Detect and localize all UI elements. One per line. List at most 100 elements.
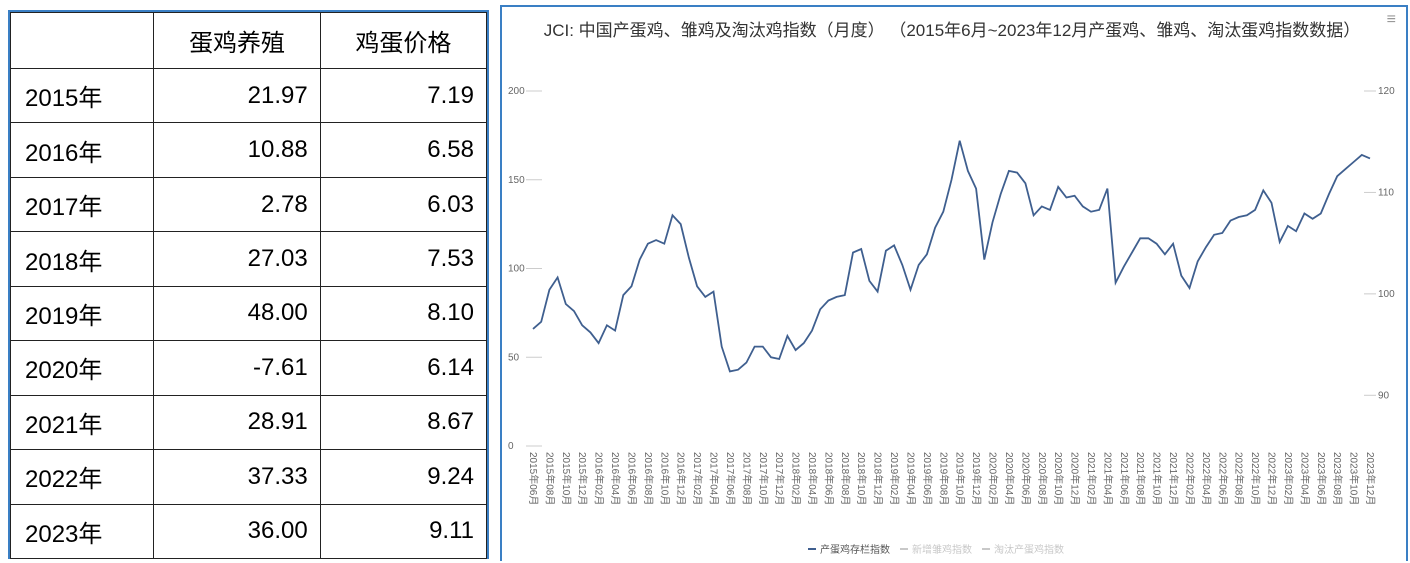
table-cell: 6.58 <box>319 122 488 178</box>
x-tick-label: 2016年12月 <box>675 452 688 505</box>
x-tick-label: 2018年12月 <box>872 452 885 505</box>
row-label: 2021年 <box>9 394 155 451</box>
table-row: 2022年 37.33 9.24 <box>9 449 488 505</box>
row-label: 2018年 <box>9 231 155 287</box>
table-cell: 9.24 <box>319 449 488 505</box>
table-cell: 8.10 <box>319 285 488 342</box>
x-tick-label: 2020年04月 <box>1003 452 1016 505</box>
table-row: 2020年 -7.61 6.14 <box>9 340 488 396</box>
table-row: 2021年 28.91 8.67 <box>9 394 488 451</box>
x-tick-label: 2021年12月 <box>1167 452 1180 505</box>
table-row: 2016年 10.88 6.58 <box>9 122 488 178</box>
legend-label: 淘汰产蛋鸡指数 <box>994 543 1064 556</box>
y-tick-label: 0 <box>508 441 514 452</box>
legend-label: 产蛋鸡存栏指数 <box>820 543 890 556</box>
x-tick-label: 2020年08月 <box>1036 452 1049 505</box>
y-tick-label: 100 <box>508 264 525 275</box>
table-row: 2023年 36.00 9.11 <box>9 503 488 559</box>
x-tick-label: 2023年12月 <box>1364 452 1377 505</box>
x-tick-label: 2022年06月 <box>1216 452 1229 505</box>
row-label: 2017年 <box>9 176 155 233</box>
header-cell <box>9 12 155 69</box>
x-tick-label: 2022年08月 <box>1233 452 1246 505</box>
x-tick-label: 2015年08月 <box>543 452 556 505</box>
x-tick-label: 2021年10月 <box>1151 452 1164 505</box>
x-tick-label: 2017年02月 <box>691 452 704 505</box>
table-cell: 6.14 <box>319 340 488 396</box>
row-label: 2022年 <box>9 449 155 505</box>
table-row: 2017年 2.78 6.03 <box>9 176 488 233</box>
y-tick-label: 150 <box>508 175 525 186</box>
x-tick-label: 2018年02月 <box>790 452 803 505</box>
x-tick-label: 2018年10月 <box>855 452 868 505</box>
y-tick-label: 200 <box>508 86 525 97</box>
row-label: 2015年 <box>9 67 155 124</box>
table-cell: 7.53 <box>319 231 488 287</box>
x-tick-label: 2019年08月 <box>937 452 950 505</box>
row-label: 2019年 <box>9 285 155 342</box>
x-tick-label: 2021年04月 <box>1101 452 1114 505</box>
x-tick-label: 2023年10月 <box>1348 452 1361 505</box>
table-row: 2018年 27.03 7.53 <box>9 231 488 287</box>
table-cell: 9.11 <box>319 503 488 559</box>
y2-tick-label: 120 <box>1378 86 1395 97</box>
x-tick-label: 2017年08月 <box>740 452 753 505</box>
x-tick-label: 2023年02月 <box>1282 452 1295 505</box>
x-tick-label: 2021年08月 <box>1134 452 1147 505</box>
legend-label: 新增雏鸡指数 <box>912 543 972 556</box>
x-tick-label: 2022年04月 <box>1200 452 1213 505</box>
table-cell: 8.67 <box>319 394 488 451</box>
table-cell: 28.91 <box>153 394 321 451</box>
table-cell: 10.88 <box>153 122 321 178</box>
menu-icon[interactable]: ≡ <box>1386 11 1396 28</box>
x-tick-label: 2016年06月 <box>625 452 638 505</box>
x-tick-label: 2022年02月 <box>1183 452 1196 505</box>
x-tick-label: 2017年04月 <box>708 452 721 505</box>
x-tick-label: 2021年02月 <box>1085 452 1098 505</box>
y2-tick-label: 110 <box>1378 187 1394 198</box>
table-cell: 21.97 <box>153 67 321 124</box>
x-tick-label: 2015年10月 <box>560 452 573 505</box>
x-tick-label: 2020年10月 <box>1052 452 1065 505</box>
table: 蛋鸡养殖 鸡蛋价格 2015年 21.97 7.19 2016年 10.88 6.58 201… <box>9 12 488 559</box>
x-tick-label: 2018年04月 <box>806 452 819 505</box>
row-label: 2023年 <box>9 503 155 559</box>
header-cell: 蛋鸡养殖 <box>153 12 321 69</box>
x-tick-label: 2018年06月 <box>822 452 835 505</box>
header-row: 蛋鸡养殖 鸡蛋价格 <box>9 12 488 69</box>
row-label: 2020年 <box>9 340 155 396</box>
y2-tick-label: 90 <box>1378 390 1390 401</box>
table-cell: 27.03 <box>153 231 321 287</box>
table-row: 2019年 48.00 8.10 <box>9 285 488 342</box>
x-tick-label: 2016年08月 <box>642 452 655 505</box>
x-tick-label: 2017年10月 <box>757 452 770 505</box>
table-panel: 蛋鸡养殖 鸡蛋价格 2015年 21.97 7.19 2016年 10.88 6.58 201… <box>8 10 489 559</box>
y-tick-label: 50 <box>508 352 520 363</box>
x-tick-label: 2016年10月 <box>658 452 671 505</box>
table-cell: 48.00 <box>153 285 321 342</box>
table-body: 蛋鸡养殖 鸡蛋价格 2015年 21.97 7.19 2016年 10.88 6.58 201… <box>9 12 488 559</box>
x-tick-label: 2021年06月 <box>1118 452 1131 505</box>
table-cell: 37.33 <box>153 449 321 505</box>
x-tick-label: 2020年02月 <box>987 452 1000 505</box>
x-tick-label: 2022年12月 <box>1266 452 1279 505</box>
line <box>532 140 1371 373</box>
x-tick-label: 2019年04月 <box>904 452 917 505</box>
chart: 0 50 100 150 200 90 100 110 120 2015年06月 2015年08月 2… <box>508 86 1395 556</box>
x-tick-label: 2020年12月 <box>1069 452 1082 505</box>
x-tick-label: 2023年08月 <box>1331 452 1344 505</box>
x-tick-label: 2023年04月 <box>1298 452 1311 505</box>
chart-panel: JCI: 中国产蛋鸡、雏鸡及淘汰鸡指数（月度） （2015年6月~2023年12… <box>500 5 1408 561</box>
chart-title: JCI: 中国产蛋鸡、雏鸡及淘汰鸡指数（月度） （2015年6月~2023年12… <box>543 21 1361 40</box>
x-tick-label: 2019年12月 <box>970 452 983 505</box>
table-cell: -7.61 <box>153 340 321 396</box>
table-cell: 2.78 <box>153 176 321 233</box>
x-tick-label: 2019年06月 <box>921 452 934 505</box>
table-cell: 36.00 <box>153 503 321 559</box>
x-tick-label: 2019年02月 <box>888 452 901 505</box>
table-row: 2015年 21.97 7.19 <box>9 67 488 124</box>
x-tick-label: 2015年12月 <box>576 452 589 505</box>
y2-tick-label: 100 <box>1378 289 1395 300</box>
x-tick-label: 2020年06月 <box>1019 452 1032 505</box>
